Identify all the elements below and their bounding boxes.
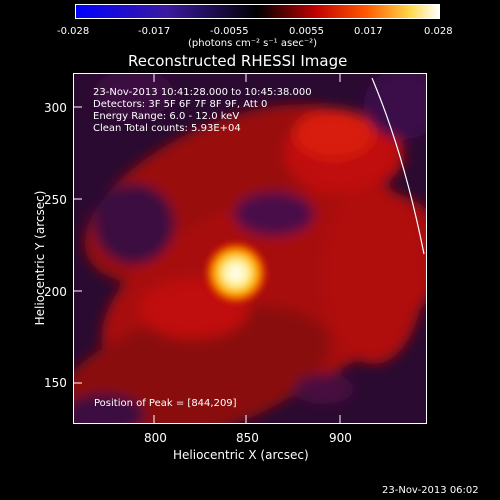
colorbar-unit-label: (photons cm⁻² s⁻¹ asec⁻²) — [188, 38, 318, 49]
colorbar-tick: 0.0055 — [289, 26, 324, 37]
peak-position-label: Position of Peak = [844,209] — [94, 398, 237, 409]
info-time-range: 23-Nov-2013 10:41:28.000 to 10:45:38.000 — [93, 87, 312, 98]
y-tick-label: 200 — [44, 285, 67, 299]
colorbar-tick: 0.017 — [354, 26, 383, 37]
colorbar — [75, 4, 440, 19]
emission-structure — [74, 74, 426, 423]
info-energy-range: Energy Range: 6.0 - 12.0 keV — [93, 111, 240, 122]
rhessi-image — [73, 73, 427, 424]
flare-peak — [202, 239, 270, 307]
colorbar-tick: -0.0055 — [210, 26, 249, 37]
colorbar-tick: -0.017 — [138, 26, 171, 37]
footer-timestamp: 23-Nov-2013 06:02 — [382, 485, 479, 496]
x-tick-label: 900 — [329, 431, 352, 445]
x-tick-label: 850 — [236, 431, 259, 445]
y-tick-label: 300 — [44, 101, 67, 115]
info-clean-counts: Clean Total counts: 5.93E+04 — [93, 123, 241, 134]
colorbar-tick: -0.028 — [57, 26, 90, 37]
y-tick-label: 150 — [44, 376, 67, 390]
info-detectors: Detectors: 3F 5F 6F 7F 8F 9F, Att 0 — [93, 99, 268, 110]
y-axis-label: Heliocentric Y (arcsec) — [33, 190, 47, 326]
x-tick-label: 800 — [144, 431, 167, 445]
x-axis-label: Heliocentric X (arcsec) — [173, 448, 309, 462]
solar-limb-line — [371, 77, 425, 255]
colorbar-gradient — [76, 5, 439, 18]
plot-title: Reconstructed RHESSI Image — [128, 52, 348, 70]
colorbar-tick: 0.028 — [424, 26, 453, 37]
y-tick-label: 250 — [44, 193, 67, 207]
